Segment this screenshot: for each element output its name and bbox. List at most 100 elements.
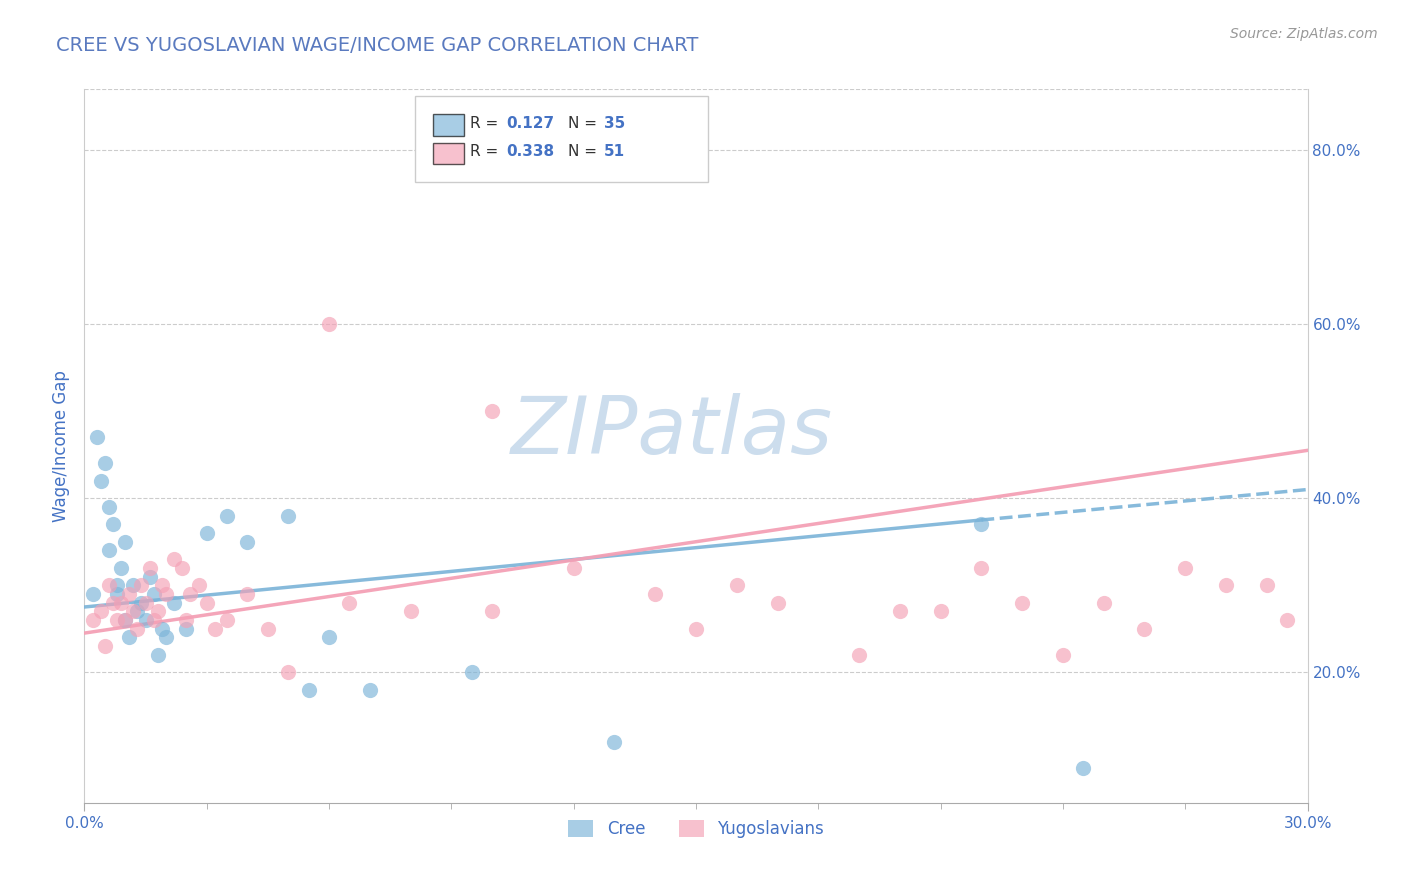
Point bbox=[131, 578, 153, 592]
Text: 0.127: 0.127 bbox=[506, 116, 554, 131]
Point bbox=[339, 596, 361, 610]
Legend: Cree, Yugoslavians: Cree, Yugoslavians bbox=[561, 813, 831, 845]
Point bbox=[481, 604, 503, 618]
Point bbox=[118, 631, 141, 645]
Point bbox=[142, 587, 165, 601]
Point bbox=[93, 457, 115, 471]
Point bbox=[1215, 578, 1237, 592]
Point bbox=[461, 665, 484, 680]
Point bbox=[142, 613, 165, 627]
Point bbox=[101, 596, 124, 610]
Point bbox=[236, 587, 259, 601]
Point bbox=[1133, 622, 1156, 636]
Point bbox=[174, 613, 197, 627]
Point bbox=[114, 613, 136, 627]
Point bbox=[725, 578, 748, 592]
Point bbox=[1073, 761, 1095, 775]
Point bbox=[1277, 613, 1299, 627]
Point bbox=[257, 622, 280, 636]
Point bbox=[481, 404, 503, 418]
Point bbox=[204, 622, 226, 636]
Point bbox=[217, 613, 239, 627]
Point bbox=[195, 526, 218, 541]
Text: 0.338: 0.338 bbox=[506, 145, 554, 160]
Point bbox=[970, 517, 993, 532]
Point bbox=[236, 534, 259, 549]
Point bbox=[685, 622, 707, 636]
Point bbox=[163, 552, 186, 566]
Point bbox=[848, 648, 870, 662]
Point bbox=[163, 596, 186, 610]
Point bbox=[1011, 596, 1033, 610]
Point bbox=[1052, 648, 1074, 662]
Point bbox=[90, 474, 112, 488]
Point bbox=[110, 561, 132, 575]
FancyBboxPatch shape bbox=[433, 143, 464, 164]
Text: ZIPatlas: ZIPatlas bbox=[510, 392, 832, 471]
Text: CREE VS YUGOSLAVIAN WAGE/INCOME GAP CORRELATION CHART: CREE VS YUGOSLAVIAN WAGE/INCOME GAP CORR… bbox=[56, 36, 699, 54]
Point bbox=[122, 578, 145, 592]
Point bbox=[172, 561, 194, 575]
Point bbox=[131, 596, 153, 610]
Point bbox=[318, 317, 340, 331]
Y-axis label: Wage/Income Gap: Wage/Income Gap bbox=[52, 370, 70, 522]
Point bbox=[1174, 561, 1197, 575]
Text: R =: R = bbox=[470, 116, 503, 131]
Point bbox=[146, 648, 169, 662]
Point bbox=[110, 596, 132, 610]
Point bbox=[179, 587, 201, 601]
Point bbox=[138, 569, 160, 583]
Point bbox=[174, 622, 197, 636]
Point bbox=[155, 631, 177, 645]
Point bbox=[127, 604, 149, 618]
Point bbox=[603, 735, 626, 749]
Point bbox=[86, 430, 108, 444]
Text: Source: ZipAtlas.com: Source: ZipAtlas.com bbox=[1230, 27, 1378, 41]
Point bbox=[277, 665, 299, 680]
Point bbox=[93, 639, 115, 653]
Point bbox=[217, 508, 239, 523]
Point bbox=[187, 578, 209, 592]
Point bbox=[97, 500, 120, 514]
Point bbox=[929, 604, 952, 618]
Point bbox=[90, 604, 112, 618]
Point bbox=[127, 622, 149, 636]
Point bbox=[138, 561, 160, 575]
Point bbox=[135, 596, 157, 610]
Point bbox=[105, 578, 128, 592]
Point bbox=[97, 543, 120, 558]
Point bbox=[359, 682, 381, 697]
Point bbox=[105, 587, 128, 601]
Point bbox=[105, 613, 128, 627]
Point bbox=[277, 508, 299, 523]
Text: 51: 51 bbox=[605, 145, 626, 160]
FancyBboxPatch shape bbox=[433, 114, 464, 136]
Point bbox=[155, 587, 177, 601]
Point bbox=[146, 604, 169, 618]
Point bbox=[118, 587, 141, 601]
Point bbox=[766, 596, 789, 610]
Point bbox=[644, 587, 666, 601]
Text: N =: N = bbox=[568, 145, 602, 160]
Point bbox=[150, 622, 173, 636]
Point bbox=[114, 613, 136, 627]
Point bbox=[399, 604, 422, 618]
Point bbox=[562, 561, 585, 575]
Text: 35: 35 bbox=[605, 116, 626, 131]
Text: N =: N = bbox=[568, 116, 602, 131]
Point bbox=[114, 534, 136, 549]
Point bbox=[82, 613, 104, 627]
Point bbox=[135, 613, 157, 627]
Point bbox=[318, 631, 340, 645]
Point bbox=[195, 596, 218, 610]
FancyBboxPatch shape bbox=[415, 96, 709, 182]
Text: R =: R = bbox=[470, 145, 503, 160]
Point bbox=[889, 604, 911, 618]
Point bbox=[970, 561, 993, 575]
Point bbox=[101, 517, 124, 532]
Point bbox=[97, 578, 120, 592]
Point bbox=[298, 682, 321, 697]
Point bbox=[1256, 578, 1278, 592]
Point bbox=[122, 604, 145, 618]
Point bbox=[1092, 596, 1115, 610]
